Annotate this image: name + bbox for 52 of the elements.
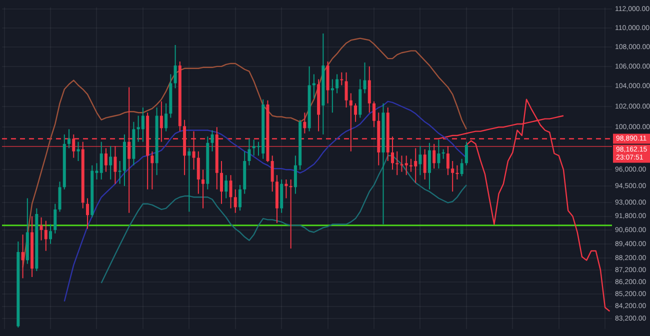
candlestick: [109, 146, 112, 180]
candlestick: [238, 184, 242, 212]
candlestick: [312, 74, 316, 99]
candlestick: [68, 128, 71, 149]
candlestick: [76, 141, 80, 162]
candlestick: [396, 150, 399, 176]
candlestick: [188, 148, 191, 212]
candlestick: [174, 44, 177, 89]
candlestick: [437, 139, 440, 170]
candlestick: [196, 150, 200, 194]
candlestick: [202, 169, 205, 209]
candlestick: [294, 155, 297, 194]
candlestick: [284, 178, 288, 199]
candlestick: [340, 72, 344, 86]
candlestick: [40, 216, 43, 241]
candlestick: [303, 112, 306, 134]
candlestick: [210, 130, 214, 152]
candlestick: [460, 158, 464, 177]
candlestick: [363, 62, 366, 94]
candlestick: [354, 102, 358, 122]
candlestick: [442, 148, 445, 160]
candlestick: [344, 72, 348, 108]
candlestick: [58, 181, 62, 212]
candlestick: [100, 141, 103, 180]
candlestick: [248, 138, 251, 166]
candlestick: [400, 155, 404, 172]
candlestick: [418, 146, 422, 176]
candlestick: [224, 174, 228, 199]
candlestick: [456, 164, 459, 180]
candlestick: [86, 198, 89, 230]
candlestick: [44, 220, 48, 252]
candlestick: [220, 160, 224, 204]
candlestick: [49, 224, 52, 244]
candlestick: [404, 155, 408, 176]
candlestick: [451, 160, 454, 192]
candlestick: [368, 66, 371, 114]
candlestick: [21, 234, 24, 279]
candlestick: [423, 148, 426, 180]
candlestick: [289, 178, 292, 250]
candlestick: [464, 141, 468, 166]
candlestick: [336, 74, 339, 94]
candlestick: [330, 78, 334, 114]
candlestick: [270, 155, 274, 192]
candlestick: [141, 107, 144, 142]
candlestick: [54, 203, 57, 234]
candlestick: [234, 188, 237, 214]
candlestick: [150, 150, 154, 190]
candlestick: [164, 102, 168, 132]
candlestick: [372, 100, 376, 128]
candlestick: [118, 160, 122, 184]
candlestick: [428, 142, 431, 190]
candlestick: [229, 174, 232, 209]
